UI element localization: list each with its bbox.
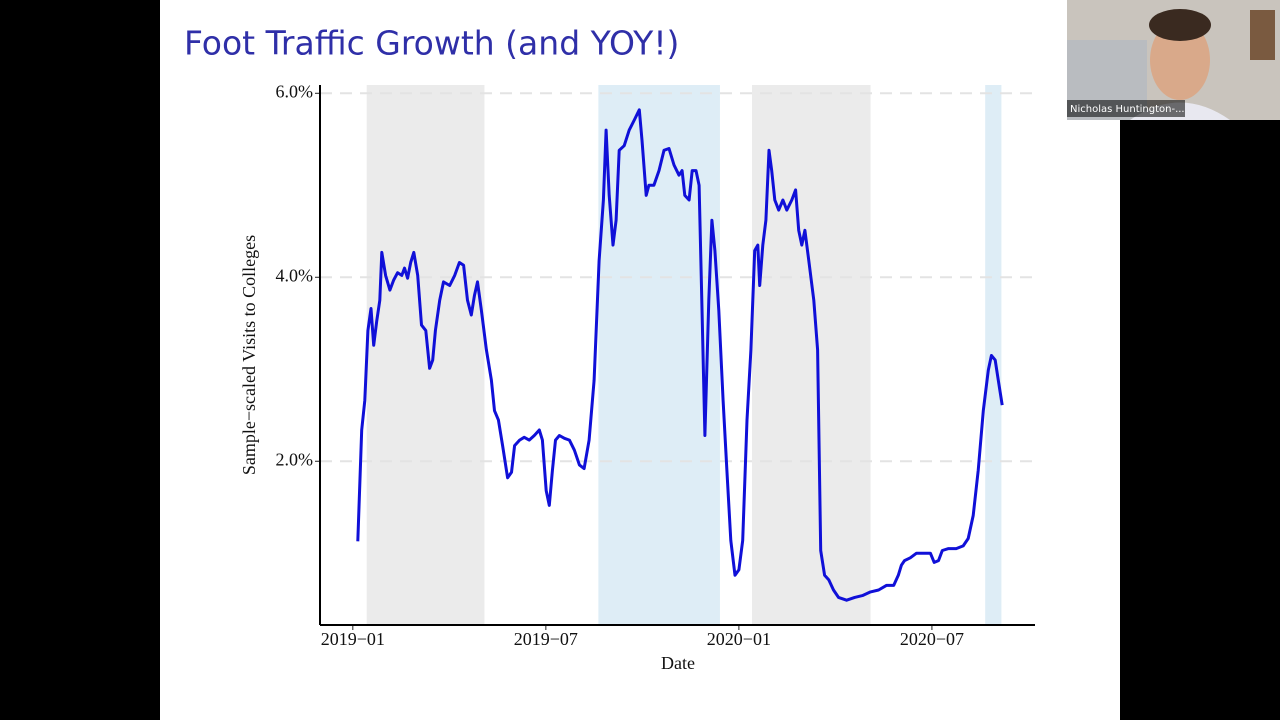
x-tick-label: 2020−07 — [900, 629, 964, 649]
x-tick-label: 2019−07 — [514, 629, 578, 649]
webcam: Nicholas Huntington-... — [1067, 0, 1280, 120]
face — [1150, 20, 1210, 100]
x-axis-label: Date — [661, 653, 695, 673]
x-tick-label: 2019−01 — [321, 629, 385, 649]
name-tag — [1067, 100, 1185, 117]
wall-picture — [1250, 10, 1275, 60]
plot: 2.0% 4.0% 6.0% 2019−01 2019−07 2020−01 2020−07 — [276, 81, 1035, 649]
shaded-period — [985, 85, 1002, 625]
slide-title: Foot Traffic Growth (and YOY!) — [184, 24, 679, 63]
y-axis-label: Sample−scaled Visits to Colleges — [239, 235, 259, 475]
y-tick-label: 2.0% — [276, 449, 314, 469]
data-line — [356, 108, 1004, 602]
x-tick-label: 2020−01 — [707, 629, 771, 649]
hair — [1149, 9, 1211, 41]
y-tick-label: 6.0% — [276, 81, 314, 101]
y-tick-label: 4.0% — [276, 265, 314, 285]
participant-name: Nicholas Huntington-... — [1070, 104, 1185, 115]
shaded-period — [366, 85, 485, 625]
